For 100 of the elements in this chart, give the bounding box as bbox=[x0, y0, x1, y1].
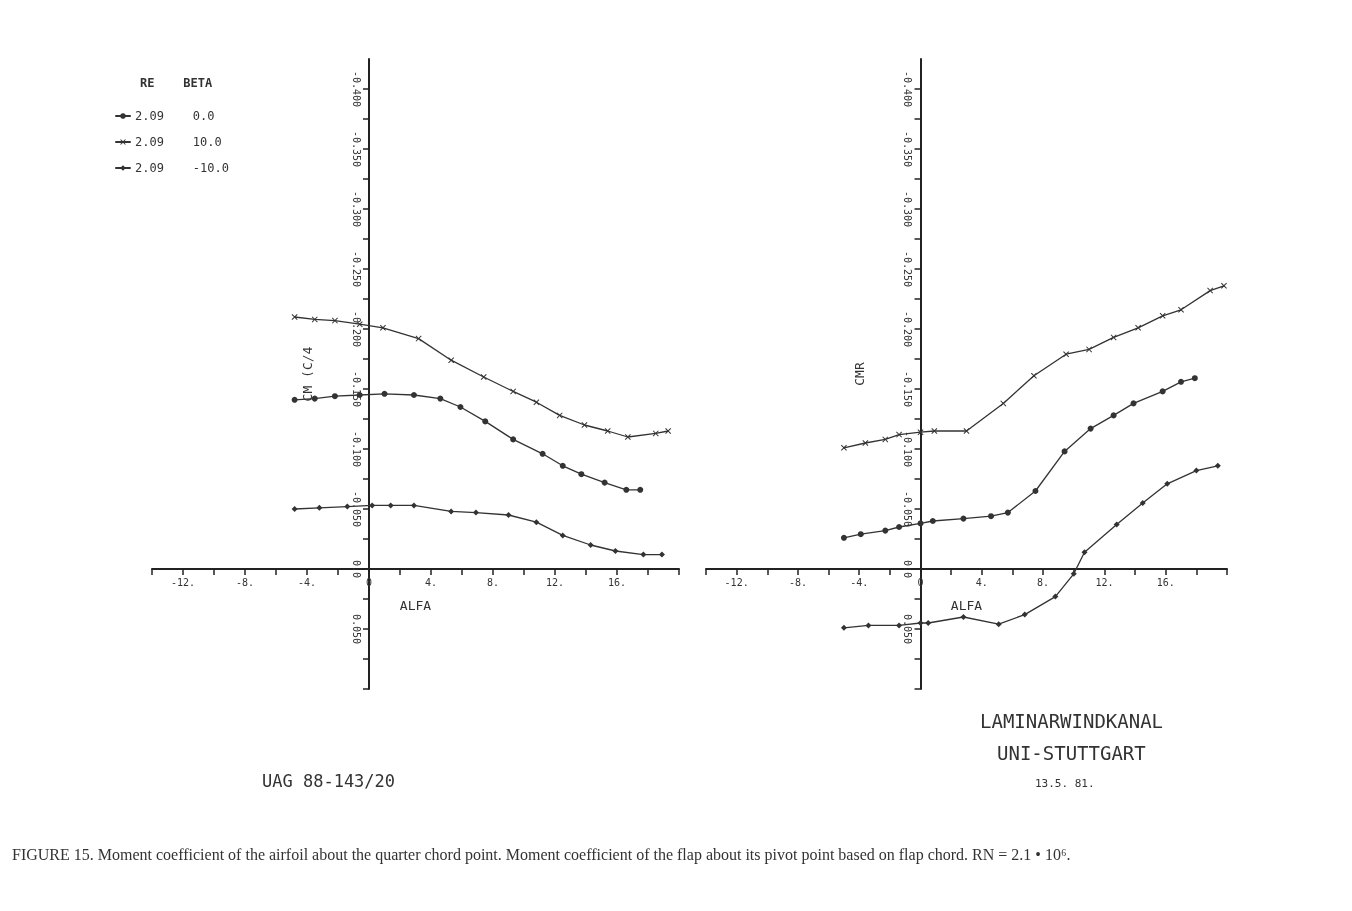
y-tick-label: -0.250 bbox=[902, 250, 914, 288]
x-axis-title: ALFA bbox=[399, 598, 432, 613]
point bbox=[917, 620, 924, 626]
y-tick-label: -0.300 bbox=[350, 190, 362, 228]
text: UAG 88-143/20 bbox=[262, 771, 396, 792]
point bbox=[652, 430, 659, 437]
point bbox=[917, 429, 924, 436]
point bbox=[480, 374, 487, 380]
point bbox=[1159, 312, 1166, 319]
point bbox=[640, 551, 647, 558]
y-tick-label: -0.350 bbox=[350, 130, 362, 168]
point bbox=[1110, 412, 1117, 419]
point bbox=[311, 316, 318, 323]
point bbox=[1191, 375, 1198, 382]
point bbox=[316, 504, 323, 511]
point bbox=[410, 392, 417, 398]
point bbox=[960, 515, 967, 522]
text: UNI-STUTTGART bbox=[997, 741, 1146, 764]
point bbox=[482, 418, 489, 425]
point bbox=[437, 395, 444, 402]
point bbox=[960, 614, 967, 620]
point bbox=[448, 357, 455, 364]
point bbox=[840, 534, 847, 541]
x-tick-label: -4. bbox=[850, 576, 869, 588]
point bbox=[896, 622, 903, 629]
point bbox=[510, 388, 517, 395]
x-tick-label: -12. bbox=[170, 576, 196, 588]
point bbox=[1004, 509, 1011, 516]
text: LAMINARWINDKANAL bbox=[980, 709, 1164, 732]
x-axis-title: ALFA bbox=[950, 598, 983, 613]
point bbox=[559, 532, 566, 539]
point bbox=[510, 436, 517, 443]
y-tick-label: -0.400 bbox=[902, 70, 914, 108]
point bbox=[995, 621, 1002, 628]
x-tick-label: -4. bbox=[297, 576, 317, 588]
caption: FIGURE 15. Moment coefficient of the airfoil about the quarter chord point. Moment coefficient of the flap about its pivot point based on flap chord. RN = 2.1 • 10⁶. bbox=[12, 845, 1071, 864]
x-tick-label: 8. bbox=[1037, 576, 1050, 588]
y-tick-label: -0.200 bbox=[350, 310, 362, 348]
point bbox=[963, 428, 970, 434]
point bbox=[505, 512, 512, 518]
point bbox=[623, 486, 630, 493]
point bbox=[1207, 287, 1214, 294]
x-tick-label: 16. bbox=[1156, 576, 1175, 588]
point bbox=[896, 431, 903, 438]
point bbox=[587, 542, 594, 548]
x-tick-label: -12. bbox=[724, 576, 749, 588]
point bbox=[533, 519, 540, 526]
point bbox=[559, 462, 566, 469]
y-tick-label: -0.300 bbox=[902, 190, 914, 228]
point bbox=[988, 513, 995, 520]
x-tick-label: 0 bbox=[917, 576, 924, 588]
y-tick-label: -0.350 bbox=[902, 130, 914, 168]
point bbox=[1164, 480, 1171, 487]
point bbox=[578, 471, 585, 478]
point bbox=[1061, 448, 1068, 455]
point bbox=[862, 440, 869, 446]
point bbox=[539, 450, 546, 457]
x-tick-label: -8. bbox=[788, 576, 807, 588]
point bbox=[840, 444, 847, 451]
y-tick-label: -0.050 bbox=[902, 490, 914, 528]
point bbox=[291, 506, 298, 512]
y-tick-label: 0.050 bbox=[350, 613, 362, 645]
y-tick-label: -0.100 bbox=[350, 430, 362, 468]
legend-label: 2.09 0.0 bbox=[135, 109, 215, 123]
point bbox=[291, 314, 298, 320]
point bbox=[658, 551, 665, 558]
point bbox=[472, 509, 479, 516]
legend-title: RE BETA bbox=[140, 76, 214, 90]
y-tick-label: -0.200 bbox=[902, 310, 914, 348]
x-tick-label: 4. bbox=[424, 576, 438, 588]
point bbox=[1021, 611, 1028, 618]
y-tick-label: -0.100 bbox=[902, 430, 914, 468]
point bbox=[1193, 467, 1200, 474]
x-tick-label: 8. bbox=[486, 576, 500, 588]
point bbox=[1032, 488, 1039, 494]
y-tick-label: -0.400 bbox=[350, 70, 362, 108]
point bbox=[601, 479, 608, 486]
point bbox=[1159, 388, 1166, 395]
point bbox=[387, 502, 394, 509]
y-tick-label: -0.150 bbox=[902, 370, 914, 408]
point bbox=[1000, 400, 1007, 407]
point bbox=[1214, 462, 1221, 469]
point bbox=[1052, 593, 1059, 600]
x-tick-label: -8. bbox=[235, 576, 255, 588]
y-axis-title: CMR bbox=[851, 362, 867, 386]
y-axis-title: CM (C/4 bbox=[300, 346, 315, 402]
point bbox=[369, 502, 376, 509]
point bbox=[1135, 324, 1142, 331]
point bbox=[882, 436, 889, 443]
text: 13.5. 81. bbox=[1035, 777, 1095, 791]
point bbox=[925, 620, 932, 626]
point bbox=[1081, 549, 1088, 556]
point bbox=[604, 428, 611, 434]
x-tick-label: 16. bbox=[607, 576, 627, 588]
point bbox=[331, 393, 338, 400]
point bbox=[581, 422, 588, 428]
point bbox=[1178, 378, 1185, 385]
point bbox=[533, 399, 540, 406]
point bbox=[1113, 521, 1120, 528]
x-tick-label: 12. bbox=[1095, 576, 1114, 588]
